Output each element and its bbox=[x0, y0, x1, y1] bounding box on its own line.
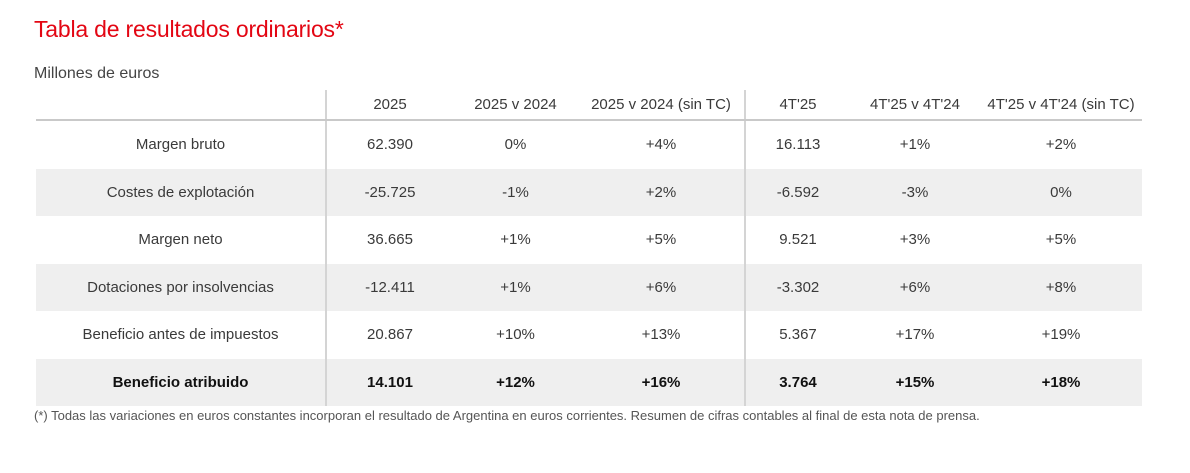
header-2025: 2025 bbox=[326, 90, 453, 121]
cell-2025-v-2024-sin-tc: +16% bbox=[578, 358, 746, 406]
units-subtitle: Millones de euros bbox=[34, 65, 160, 82]
cell-4t25: 3.764 bbox=[745, 358, 850, 406]
cell-2025-v-2024: +10% bbox=[496, 326, 535, 344]
cell-4t25-v-4t24-sin-tc: 0% bbox=[980, 168, 1142, 216]
cell-4t25-v-4t24-sin-tc: +5% bbox=[1045, 231, 1077, 249]
page-title: Tabla de resultados ordinarios* bbox=[34, 16, 344, 42]
cell-2025-v-2024-sin-tc: +13% bbox=[578, 311, 746, 359]
cell-4t25-v-4t24: -3% bbox=[850, 168, 980, 216]
table-row: Margen bruto 62.390 0% +4% 16.113 +1% +2… bbox=[36, 120, 1142, 169]
cell-4t25-v-4t24: +17% bbox=[895, 326, 935, 344]
table-row: Margen neto 36.665 +1% +5% 9.521 +3% +5% bbox=[36, 216, 1142, 264]
cell-4t25-v-4t24: +3% bbox=[899, 231, 931, 249]
header-2025-v-2024: 2025 v 2024 bbox=[453, 90, 578, 121]
cell-4t25: 9.521 bbox=[779, 231, 817, 249]
table-row-total: Beneficio atribuido 14.101 +12% +16% 3.7… bbox=[36, 358, 1142, 406]
cell-4t25: 5.367 bbox=[779, 326, 817, 344]
results-table: 2025 2025 v 2024 2025 v 2024 (sin TC) 4T… bbox=[36, 90, 1142, 406]
cell-4t25-v-4t24-sin-tc: +2% bbox=[1045, 136, 1077, 154]
row-label: Costes de explotación bbox=[36, 168, 327, 216]
cell-4t25-v-4t24: +1% bbox=[899, 136, 931, 154]
footnote: (*) Todas las variaciones en euros const… bbox=[34, 408, 980, 423]
cell-2025: -25.725 bbox=[326, 168, 453, 216]
cell-2025-v-2024-sin-tc: +2% bbox=[578, 168, 746, 216]
cell-2025-v-2024: -1% bbox=[453, 168, 578, 216]
cell-2025: 62.390 bbox=[367, 136, 413, 154]
cell-2025-v-2024: +1% bbox=[500, 231, 531, 249]
cell-4t25: -3.302 bbox=[745, 263, 850, 311]
cell-2025-v-2024-sin-tc: +6% bbox=[578, 263, 746, 311]
cell-4t25-v-4t24-sin-tc: +18% bbox=[980, 358, 1142, 406]
cell-2025: -12.411 bbox=[326, 263, 453, 311]
cell-2025: 14.101 bbox=[326, 358, 453, 406]
cell-2025-v-2024: +1% bbox=[453, 263, 578, 311]
row-label: Margen bruto bbox=[36, 120, 327, 169]
cell-4t25-v-4t24-sin-tc: +8% bbox=[980, 263, 1142, 311]
row-label: Dotaciones por insolvencias bbox=[36, 263, 327, 311]
cell-4t25: 16.113 bbox=[775, 136, 821, 154]
header-4t25-v-4t24: 4T'25 v 4T'24 bbox=[850, 90, 980, 121]
cell-2025-v-2024: +12% bbox=[453, 358, 578, 406]
cell-2025: 36.665 bbox=[367, 231, 413, 249]
row-label: Margen neto bbox=[36, 216, 327, 264]
cell-4t25-v-4t24: +6% bbox=[850, 263, 980, 311]
table-row: Costes de explotación -25.725 -1% +2% -6… bbox=[36, 168, 1142, 216]
header-4t25-v-4t24-sin-tc: 4T'25 v 4T'24 (sin TC) bbox=[980, 90, 1142, 121]
cell-4t25-v-4t24-sin-tc: +19% bbox=[1041, 326, 1081, 344]
table-row: Beneficio antes de impuestos 20.867 +10%… bbox=[36, 311, 1142, 359]
cell-4t25-v-4t24: +15% bbox=[850, 358, 980, 406]
cell-2025-v-2024-sin-tc: +5% bbox=[578, 216, 746, 264]
cell-2025-v-2024: 0% bbox=[504, 136, 527, 154]
table-row: Dotaciones por insolvencias -12.411 +1% … bbox=[36, 263, 1142, 311]
table-header-row: 2025 2025 v 2024 2025 v 2024 (sin TC) 4T… bbox=[36, 90, 1142, 121]
row-label: Beneficio antes de impuestos bbox=[36, 311, 327, 359]
cell-2025-v-2024-sin-tc: +4% bbox=[578, 120, 746, 169]
header-empty-cell bbox=[36, 90, 327, 121]
cell-2025: 20.867 bbox=[367, 326, 413, 344]
cell-4t25: -6.592 bbox=[745, 168, 850, 216]
header-2025-v-2024-sin-tc: 2025 v 2024 (sin TC) bbox=[578, 90, 746, 121]
header-4t25: 4T'25 bbox=[745, 90, 850, 121]
row-label: Beneficio atribuido bbox=[36, 358, 327, 406]
